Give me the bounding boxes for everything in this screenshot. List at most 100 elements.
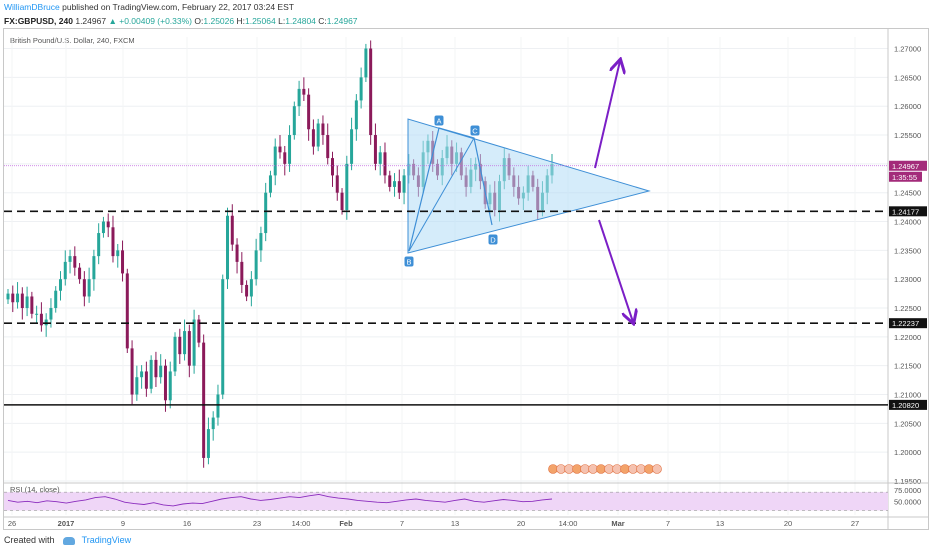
candle-body	[144, 371, 148, 389]
pattern-label: B	[406, 258, 411, 267]
candle-body	[268, 175, 272, 193]
symbol-label: FX:GBPUSD, 240	[4, 16, 73, 26]
author-link[interactable]: WilliamDBruce	[4, 2, 60, 12]
x-tick-label: 7	[400, 519, 404, 528]
level-price-tag-text: 1.20820	[892, 401, 919, 410]
candle-body	[245, 284, 249, 297]
chart-pane[interactable]: British Pound/U.S. Dollar, 240, FXCM 1.27…	[3, 28, 929, 530]
candle-body	[383, 152, 387, 176]
candle-body	[202, 342, 206, 458]
candle-body	[211, 417, 215, 430]
candle-body	[30, 296, 34, 314]
candle	[273, 138, 277, 186]
candle	[82, 271, 86, 307]
price-chart[interactable]: British Pound/U.S. Dollar, 240, FXCM 1.27…	[4, 29, 928, 529]
pattern-label-box	[434, 115, 444, 126]
candle-body	[49, 308, 53, 320]
candle-body	[106, 221, 110, 228]
x-tick-label: 14:00	[559, 519, 578, 528]
candle	[211, 411, 215, 441]
candle	[259, 226, 263, 262]
candle	[202, 334, 206, 468]
candle	[159, 354, 163, 384]
candle-body	[288, 135, 292, 164]
event-marker-icon[interactable]	[612, 464, 622, 474]
x-tick-label: Mar	[611, 519, 624, 528]
candle	[173, 332, 177, 377]
candle-body	[350, 129, 354, 164]
countdown-tag-text: 1:35:55	[892, 173, 917, 182]
event-marker-icon[interactable]	[596, 464, 606, 474]
event-marker-icon[interactable]	[556, 464, 566, 474]
candle-body	[264, 192, 268, 234]
candle	[116, 244, 120, 268]
candle-body	[354, 100, 358, 130]
candle-body	[87, 279, 91, 297]
candle-body	[168, 371, 172, 401]
last-price: 1.24967	[75, 16, 107, 26]
candle-body	[68, 256, 72, 262]
candle-body	[16, 293, 20, 303]
candle	[168, 361, 172, 409]
candle	[163, 359, 167, 412]
candle	[140, 365, 144, 389]
event-marker-icon[interactable]	[628, 464, 638, 474]
candle-body	[183, 331, 187, 355]
bearish-arrow[interactable]	[598, 219, 633, 322]
event-marker-icon[interactable]	[580, 464, 590, 474]
candle	[226, 207, 230, 289]
y-tick-label: 1.26000	[894, 102, 921, 111]
candle	[63, 250, 67, 286]
high-label: H:	[236, 16, 245, 26]
y-tick-label: 1.19500	[894, 477, 921, 486]
candle-body	[359, 77, 363, 101]
event-marker-icon[interactable]	[644, 464, 654, 474]
candle	[235, 238, 239, 274]
candle-body	[82, 279, 86, 297]
candle	[58, 271, 62, 301]
candle-body	[273, 146, 277, 176]
candle	[359, 67, 363, 109]
y-tick-label: 1.20000	[894, 448, 921, 457]
candle-body	[221, 279, 225, 395]
candle-body	[206, 429, 210, 458]
pattern-label-box	[488, 234, 498, 245]
candle	[364, 43, 368, 82]
pattern-label-box	[404, 256, 414, 267]
candle	[6, 288, 10, 304]
y-tick-label: 1.20500	[894, 419, 921, 428]
candle	[130, 340, 134, 405]
close-value: 1.24967	[326, 16, 358, 26]
x-tick-label: 23	[253, 519, 261, 528]
event-marker-icon[interactable]	[572, 464, 582, 474]
candle	[135, 365, 139, 401]
candle	[197, 314, 201, 348]
pattern-label: C	[472, 127, 478, 136]
candle-body	[330, 158, 334, 176]
symbol-info: FX:GBPUSD, 240 1.24967 ▲ +0.00409 (+0.33…	[0, 14, 932, 28]
candle-body	[292, 106, 296, 136]
candle-body	[116, 250, 120, 257]
bullish-arrow[interactable]	[594, 61, 620, 169]
candle	[311, 119, 315, 155]
triangle-drawing[interactable]	[407, 118, 651, 254]
tradingview-brand-link[interactable]: TradingView	[81, 535, 132, 545]
candle-body	[101, 221, 105, 234]
event-marker-icon[interactable]	[620, 464, 630, 474]
event-marker-icon[interactable]	[652, 464, 662, 474]
event-marker-icon[interactable]	[548, 464, 558, 474]
event-marker-icon[interactable]	[636, 464, 646, 474]
abcd-pattern-path[interactable]	[408, 127, 493, 252]
candle-body	[111, 227, 115, 257]
candle	[25, 286, 29, 317]
candle	[44, 313, 48, 337]
y-tick-label: 1.22500	[894, 304, 921, 313]
candle	[16, 282, 20, 309]
event-marker-icon[interactable]	[564, 464, 574, 474]
y-tick-label: 1.25500	[894, 131, 921, 140]
candle	[97, 223, 101, 265]
chart-title: British Pound/U.S. Dollar, 240, FXCM	[10, 36, 135, 45]
candle-body	[297, 88, 301, 107]
event-marker-icon[interactable]	[588, 464, 598, 474]
event-marker-icon[interactable]	[604, 464, 614, 474]
